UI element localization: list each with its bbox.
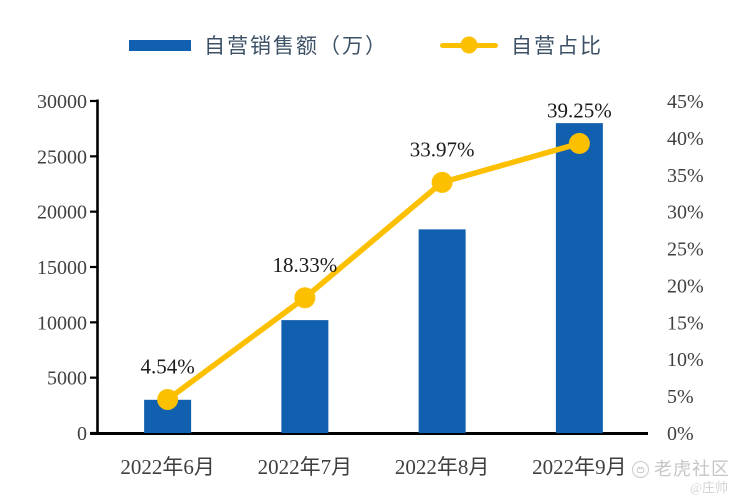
y-axis-right-tick-label: 20% <box>667 275 704 297</box>
watermark-row: 老虎社区 <box>632 459 730 480</box>
line-marker-2022年9月 <box>568 132 590 154</box>
data-label-2022年7月: 18.33% <box>273 253 338 277</box>
line-marker-2022年8月 <box>431 171 453 193</box>
y-axis-right-tick-label: 35% <box>667 165 704 187</box>
data-label-2022年6月: 4.54% <box>141 355 195 379</box>
x-axis-label-2022年6月: 2022年6月 <box>120 455 215 479</box>
bar-series-swatch <box>129 39 191 51</box>
legend-item-line-series: 自营占比 <box>440 30 603 60</box>
x-axis-label-2022年8月: 2022年8月 <box>395 455 490 479</box>
watermark-community-name: 老虎社区 <box>654 459 730 480</box>
legend-item-bar-series: 自营销售额（万） <box>129 30 388 60</box>
y-axis-right-tick-label: 10% <box>667 349 704 371</box>
watermark: 老虎社区 @庄帅 <box>632 459 730 496</box>
data-label-2022年8月: 33.97% <box>410 137 475 161</box>
y-axis-right-tick-label: 45% <box>667 91 704 113</box>
tiger-logo-icon <box>632 461 649 479</box>
y-axis-right-tick-label: 5% <box>667 386 694 408</box>
line-marker-2022年7月 <box>294 287 316 309</box>
y-axis-right-tick-label: 15% <box>667 312 704 334</box>
y-axis-right-tick-label: 40% <box>667 128 704 150</box>
y-axis-left-tick-label: 0 <box>77 423 87 445</box>
y-axis-left-tick-label: 25000 <box>37 146 87 168</box>
y-axis-right-tick-label: 25% <box>667 239 704 261</box>
chart-legend: 自营销售额（万） 自营占比 <box>0 30 732 60</box>
line-marker-2022年6月 <box>157 389 179 411</box>
y-axis-left-tick-label: 20000 <box>37 202 87 224</box>
bar-2022年9月 <box>555 123 603 433</box>
x-axis-label-2022年7月: 2022年7月 <box>258 455 353 479</box>
y-axis-right-tick-label: 30% <box>667 202 704 224</box>
x-axis-label-2022年9月: 2022年9月 <box>532 455 627 479</box>
line-series-swatch <box>440 35 498 55</box>
bar-2022年8月 <box>418 229 466 433</box>
legend-label-line-series: 自营占比 <box>511 34 603 58</box>
y-axis-left-tick-label: 30000 <box>37 91 87 113</box>
legend-label-bar-series: 自营销售额（万） <box>204 34 388 58</box>
y-axis-left-tick-label: 10000 <box>37 312 87 334</box>
y-axis-left-tick-label: 5000 <box>47 368 87 390</box>
data-label-2022年9月: 39.25% <box>547 98 612 122</box>
watermark-author: @庄帅 <box>690 480 728 496</box>
y-axis-right-tick-label: 0% <box>667 423 694 445</box>
line-series <box>164 140 583 403</box>
bar-2022年7月 <box>281 320 329 433</box>
y-axis-left-tick-label: 15000 <box>37 257 87 279</box>
legend-dot-mark <box>460 36 478 54</box>
